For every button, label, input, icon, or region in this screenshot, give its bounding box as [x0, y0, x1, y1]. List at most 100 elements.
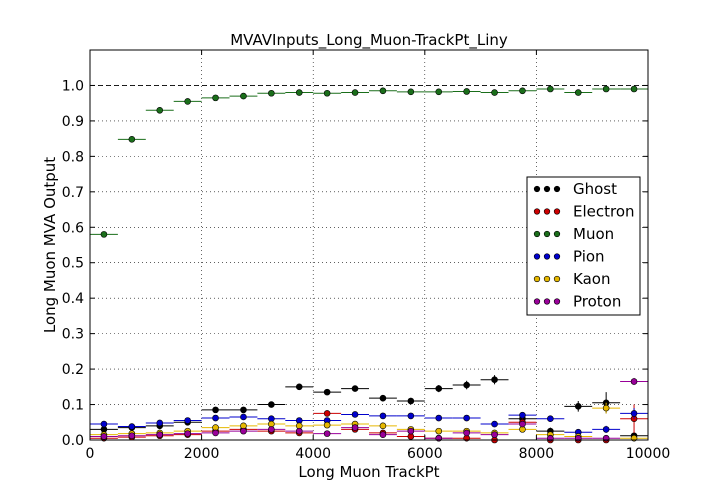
- y-tick-label: 0.8: [62, 149, 84, 165]
- data-point: [602, 404, 610, 412]
- series-muon: [90, 85, 648, 238]
- plot-frame: [89, 49, 649, 441]
- data-point: [156, 431, 164, 438]
- x-tick-label: 10000: [626, 446, 671, 462]
- data-point: [240, 406, 247, 414]
- legend-label: Pion: [573, 248, 605, 266]
- data-point: [435, 414, 443, 422]
- legend-label: Muon: [573, 225, 614, 243]
- data-point: [100, 420, 108, 428]
- data-point: [351, 385, 359, 392]
- data-point: [156, 419, 164, 427]
- y-tick-label: 0.9: [62, 114, 84, 130]
- legend-marker: [543, 298, 551, 305]
- data-point: [574, 89, 582, 96]
- data-point: [351, 411, 359, 418]
- data-point: [295, 89, 303, 96]
- data-point: [491, 376, 498, 384]
- data-point: [212, 414, 219, 422]
- data-point: [491, 89, 498, 96]
- x-tick-label: 6000: [407, 446, 443, 462]
- axis-ticks: 0 2000 4000 6000 8000 10000 0.0 0.1 0.2 0.3 0.4 0.5…: [62, 50, 671, 462]
- data-point: [268, 401, 275, 408]
- data-point: [630, 85, 638, 93]
- data-point: [351, 424, 359, 431]
- data-point: [547, 415, 554, 423]
- data-point: [212, 406, 219, 414]
- data-point: [156, 106, 164, 114]
- legend-marker: [533, 275, 541, 283]
- legend-marker: [533, 230, 541, 238]
- legend-marker: [553, 275, 561, 283]
- y-tick-label: 0.5: [62, 256, 84, 272]
- data-point: [240, 427, 247, 435]
- data-point: [519, 420, 526, 428]
- data-point: [212, 94, 219, 102]
- data-point: [100, 433, 108, 440]
- legend-marker: [543, 230, 551, 238]
- data-point: [295, 427, 303, 435]
- y-tick-label: 0.2: [62, 362, 84, 378]
- legend-marker: [543, 185, 551, 193]
- data-point: [630, 378, 638, 385]
- data-point: [323, 410, 331, 417]
- series-proton: [90, 377, 648, 442]
- y-axis-title: Long Muon MVA Output: [41, 157, 59, 333]
- data-point: [435, 385, 443, 392]
- data-point: [128, 423, 136, 430]
- legend-marker: [553, 230, 561, 238]
- data-point: [128, 136, 136, 143]
- data-point: [184, 430, 191, 437]
- y-tick-label: 0.4: [62, 291, 84, 307]
- legend-marker: [533, 208, 541, 215]
- legend: Ghost Electron Muon Pion Kaon Proton: [526, 176, 641, 316]
- data-point: [435, 427, 443, 435]
- legend-marker: [543, 253, 551, 260]
- x-axis-title: Long Muon TrackPt: [298, 463, 439, 481]
- x-tick-label: 0: [86, 446, 95, 462]
- x-tick-label: 2000: [184, 446, 220, 462]
- data-point: [323, 421, 331, 429]
- x-tick-label: 8000: [519, 446, 555, 462]
- data-layer: [90, 85, 648, 444]
- data-point: [379, 412, 387, 420]
- data-point: [212, 429, 219, 437]
- data-point: [463, 381, 470, 389]
- y-tick-label: 0.6: [62, 220, 84, 236]
- legend-marker: [543, 208, 551, 215]
- data-point: [351, 89, 359, 96]
- y-tick-label: 1.0: [62, 78, 84, 94]
- legend-marker: [553, 253, 561, 260]
- data-point: [519, 411, 526, 419]
- data-point: [407, 397, 415, 405]
- data-point: [240, 413, 247, 421]
- data-point: [128, 432, 136, 440]
- y-tick-label: 0.0: [62, 433, 84, 449]
- legend-marker: [533, 253, 541, 260]
- data-point: [240, 92, 247, 100]
- data-point: [379, 431, 387, 438]
- data-point: [463, 88, 470, 95]
- data-point: [602, 426, 610, 433]
- legend-label: Kaon: [573, 270, 610, 288]
- data-point: [379, 394, 387, 402]
- y-tick-label: 0.3: [62, 327, 84, 343]
- data-point: [379, 87, 387, 95]
- chart-title: MVAVInputs_Long_Muon-TrackPt_Liny: [230, 31, 508, 50]
- legend-label: Proton: [573, 293, 621, 311]
- data-point: [491, 420, 498, 428]
- data-point: [519, 87, 526, 95]
- legend-label: Electron: [573, 203, 635, 221]
- data-point: [574, 403, 582, 410]
- data-point: [184, 417, 191, 424]
- data-point: [463, 414, 470, 422]
- data-point: [491, 431, 498, 438]
- data-point: [268, 89, 275, 97]
- data-point: [407, 88, 415, 96]
- legend-marker: [553, 208, 561, 215]
- y-tick-label: 0.1: [62, 398, 84, 414]
- y-tick-label: 0.7: [62, 185, 84, 201]
- data-point: [602, 85, 610, 93]
- data-point: [323, 388, 331, 396]
